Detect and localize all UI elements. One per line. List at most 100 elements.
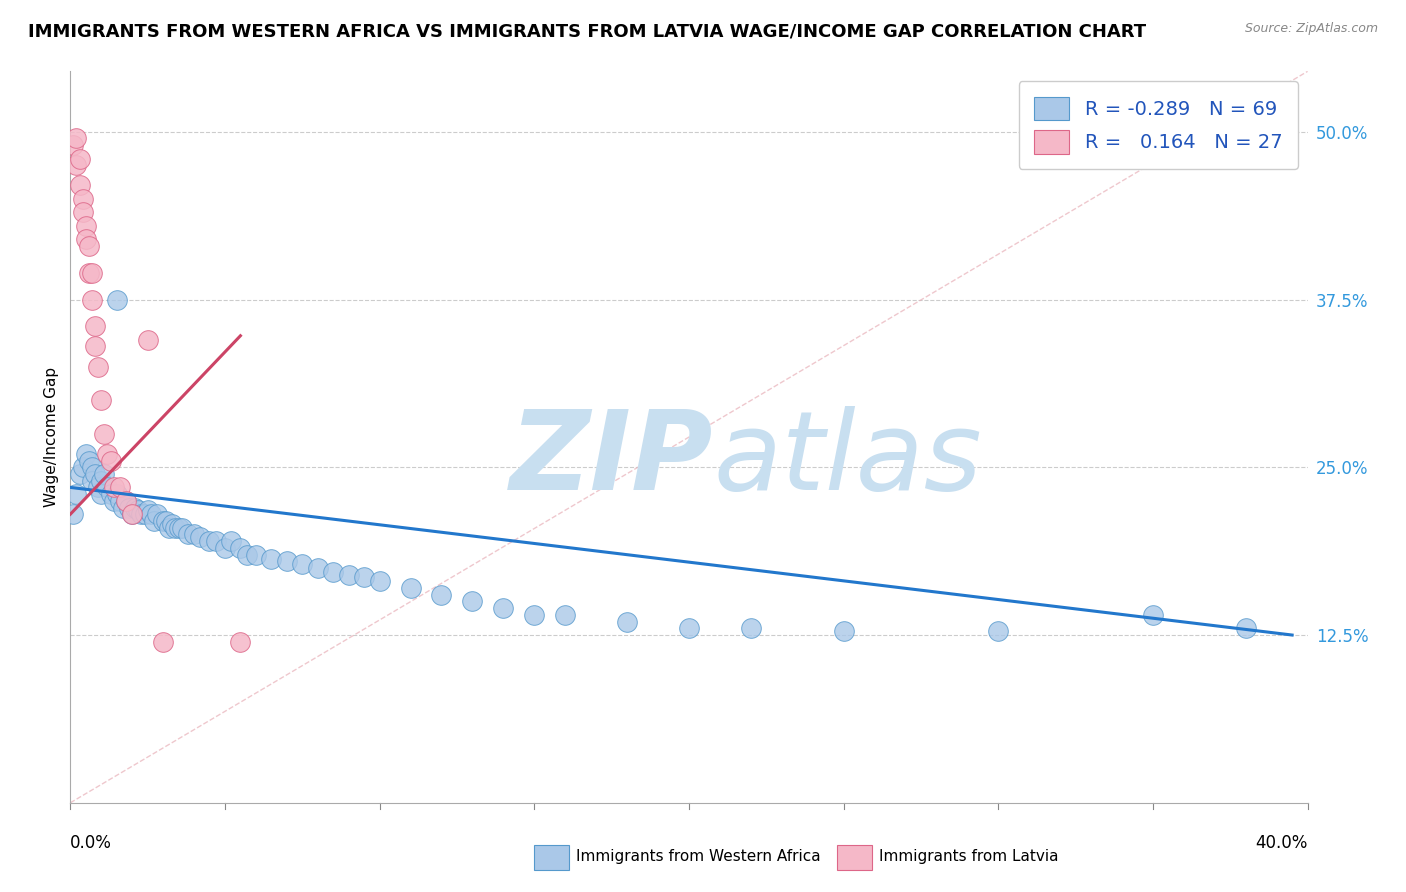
Point: [146, 508, 169, 522]
Point: [84, 339, 107, 353]
Point: [307, 561, 329, 575]
Point: [103, 480, 125, 494]
Point: [322, 565, 344, 579]
Point: [80, 266, 103, 280]
Point: [65, 131, 87, 145]
Point: [430, 588, 453, 602]
Point: [87, 359, 110, 374]
Point: [105, 487, 128, 501]
Point: [103, 493, 125, 508]
Point: [124, 500, 146, 515]
Point: [353, 570, 375, 584]
Point: [75, 232, 97, 246]
Text: 40.0%: 40.0%: [1256, 834, 1308, 852]
Text: Immigrants from Western Africa: Immigrants from Western Africa: [576, 849, 821, 863]
Point: [157, 521, 180, 535]
Point: [616, 615, 638, 629]
Point: [142, 514, 165, 528]
Point: [96, 480, 118, 494]
Point: [90, 393, 112, 408]
Point: [987, 624, 1010, 638]
Point: [75, 447, 97, 461]
Text: IMMIGRANTS FROM WESTERN AFRICA VS IMMIGRANTS FROM LATVIA WAGE/INCOME GAP CORRELA: IMMIGRANTS FROM WESTERN AFRICA VS IMMIGR…: [28, 22, 1146, 40]
Point: [188, 530, 211, 544]
Point: [152, 634, 174, 648]
Point: [678, 621, 700, 635]
Point: [121, 508, 143, 522]
Point: [204, 534, 226, 549]
Point: [1142, 607, 1164, 622]
Point: [155, 514, 177, 528]
Point: [72, 460, 94, 475]
Text: Immigrants from Latvia: Immigrants from Latvia: [879, 849, 1059, 863]
Point: [183, 527, 205, 541]
Point: [136, 503, 159, 517]
Point: [162, 516, 184, 531]
Point: [152, 514, 174, 528]
Point: [93, 467, 115, 481]
Point: [84, 319, 107, 334]
Point: [368, 574, 391, 589]
Point: [170, 521, 193, 535]
Point: [65, 487, 87, 501]
Point: [229, 541, 252, 555]
Point: [100, 487, 122, 501]
Point: [77, 453, 100, 467]
Point: [177, 527, 200, 541]
Point: [276, 554, 298, 568]
Text: 0.0%: 0.0%: [70, 834, 112, 852]
Point: [72, 192, 94, 206]
Point: [118, 500, 141, 515]
Point: [554, 607, 576, 622]
Point: [93, 426, 115, 441]
Point: [80, 460, 103, 475]
Point: [75, 219, 97, 233]
Point: [62, 138, 84, 153]
Legend: R = -0.289   N = 69, R =   0.164   N = 27: R = -0.289 N = 69, R = 0.164 N = 27: [1018, 81, 1298, 169]
Point: [80, 474, 103, 488]
Point: [131, 508, 153, 522]
Point: [90, 474, 112, 488]
Point: [198, 534, 221, 549]
Point: [84, 467, 107, 481]
Point: [1234, 621, 1257, 635]
Point: [90, 487, 112, 501]
Point: [245, 548, 267, 562]
Point: [121, 508, 143, 522]
Point: [111, 500, 134, 515]
Point: [96, 447, 118, 461]
Point: [291, 557, 314, 571]
Point: [399, 581, 422, 595]
Point: [219, 534, 242, 549]
Point: [105, 293, 128, 307]
Point: [69, 178, 91, 193]
Point: [235, 548, 257, 562]
Point: [136, 333, 159, 347]
Point: [80, 293, 103, 307]
Point: [65, 158, 87, 172]
Point: [229, 634, 252, 648]
Text: atlas: atlas: [714, 406, 983, 513]
Point: [134, 508, 156, 522]
Text: Source: ZipAtlas.com: Source: ZipAtlas.com: [1244, 22, 1378, 36]
Point: [69, 467, 91, 481]
Point: [115, 493, 138, 508]
Point: [740, 621, 762, 635]
Text: ZIP: ZIP: [510, 406, 714, 513]
Y-axis label: Wage/Income Gap: Wage/Income Gap: [44, 367, 59, 508]
Point: [139, 508, 162, 522]
Point: [165, 521, 187, 535]
Point: [62, 508, 84, 522]
Point: [832, 624, 855, 638]
Point: [77, 239, 100, 253]
Point: [115, 493, 138, 508]
Point: [72, 205, 94, 219]
Point: [77, 266, 100, 280]
Point: [87, 480, 110, 494]
Point: [523, 607, 546, 622]
Point: [337, 567, 360, 582]
Point: [108, 493, 131, 508]
Point: [167, 521, 190, 535]
Point: [100, 453, 122, 467]
Point: [108, 480, 131, 494]
